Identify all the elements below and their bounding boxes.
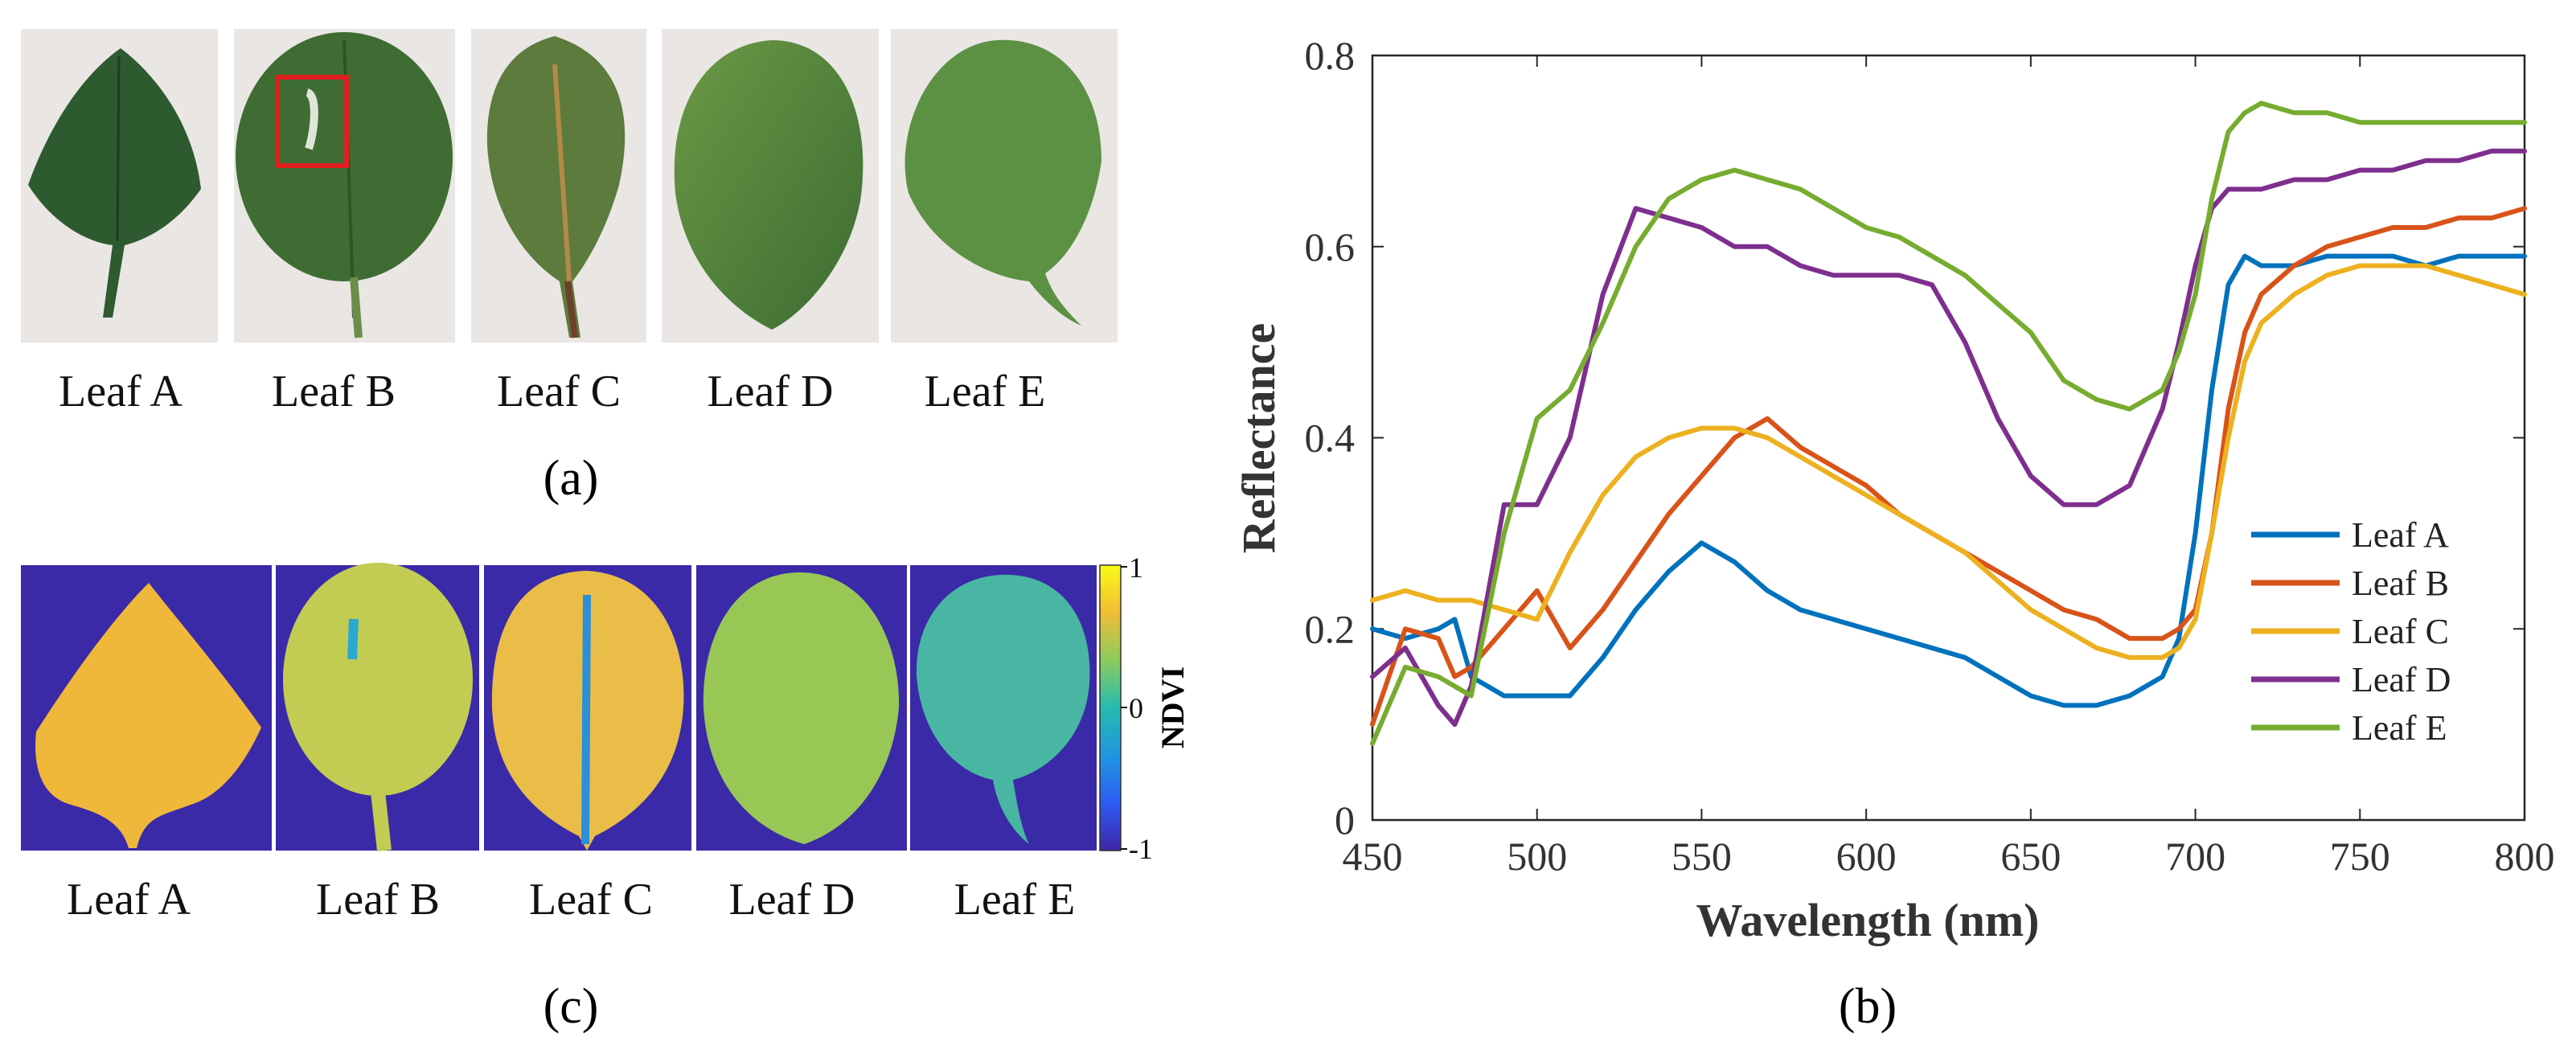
panel-c-label-leaf-c: Leaf C [529,875,653,925]
leaf-a-photo [21,29,218,342]
y-tick-label: 0.2 [1305,606,1356,651]
legend: Leaf A Leaf B Leaf C Leaf D Leaf E [2251,515,2451,748]
panel-a-caption: (a) [544,451,599,506]
x-tick-label: 550 [1672,834,1732,879]
colorbar-tick-min: -1 [1129,833,1153,865]
panel-a-label-leaf-d: Leaf D [707,367,833,416]
x-tick-label: 650 [2000,834,2061,879]
panel-c-ndvi-maps: 1 0 -1 NDVI Leaf A Leaf B Leaf C Leaf D … [21,552,1191,1034]
panel-b-caption: (b) [1839,979,1897,1034]
panel-c-label-leaf-a: Leaf A [67,875,191,925]
series-line-leaf-e [1370,100,2527,746]
series-line-leaf-c [1370,263,2527,660]
leaf-d-photo [662,29,879,342]
leaf-b-photo [234,29,455,342]
panel-c-caption: (c) [544,979,599,1034]
leaf-e-photo [891,29,1118,342]
panel-c-label-leaf-d: Leaf D [728,875,855,925]
damage-highlight-box [275,75,349,168]
colorbar-tick-mid: 0 [1129,692,1143,724]
ndvi-map-leaf-a [35,583,262,848]
y-tick-label: 0.4 [1305,416,1356,461]
panel-a-leaf-photos: Leaf A Leaf B Leaf C Leaf D Leaf E (a) [21,29,1118,506]
y-tick-label: 0.8 [1305,33,1356,78]
ndvi-colorbar [1099,564,1122,851]
series-line-leaf-d [1370,148,2527,728]
panel-c-label-leaf-b: Leaf B [316,875,440,925]
panel-a-label-leaf-e: Leaf E [925,367,1046,416]
x-tick-label: 800 [2495,834,2555,879]
legend-label-leaf-b: Leaf B [2352,564,2449,603]
panel-a-label-leaf-b: Leaf B [272,367,396,416]
x-tick-label: 500 [1507,834,1567,879]
series-line-leaf-a [1370,253,2527,708]
plot-area [1371,54,2526,822]
colorbar-label: NDVI [1155,666,1191,748]
ndvi-map-leaf-d [703,572,900,844]
legend-label-leaf-d: Leaf D [2352,660,2451,699]
panel-b-reflectance-chart: 450 500 550 600 650 700 750 800 0 0.2 0.4 0.6 0.8 Wa… [1233,33,2555,1034]
panel-c-label-leaf-e: Leaf E [954,875,1076,925]
leaf-c-photo [471,29,646,342]
panel-a-label-leaf-a: Leaf A [59,367,183,416]
series-line-leaf-b [1370,206,2527,728]
x-tick-label: 450 [1343,834,1403,879]
legend-label-leaf-a: Leaf A [2352,515,2449,555]
y-axis-title: Reflectance [1233,323,1285,554]
y-tick-label: 0.6 [1305,224,1356,269]
legend-label-leaf-e: Leaf E [2352,708,2447,748]
legend-label-leaf-c: Leaf C [2352,612,2449,651]
x-tick-label: 700 [2165,834,2225,879]
axis-ticks: 450 500 550 600 650 700 750 800 0 0.2 0.4 0.6 0.8 [1305,33,2555,879]
x-tick-label: 600 [1836,834,1897,879]
colorbar-tick-max: 1 [1129,552,1143,584]
series-layer [1370,100,2527,746]
x-axis-title: Wavelength (nm) [1696,894,2040,946]
panel-a-label-leaf-c: Leaf C [497,367,621,416]
x-tick-label: 750 [2330,834,2390,879]
ndvi-map-leaf-e [916,574,1090,844]
ndvi-map-leaf-b [283,563,473,796]
y-tick-label: 0 [1335,798,1355,843]
